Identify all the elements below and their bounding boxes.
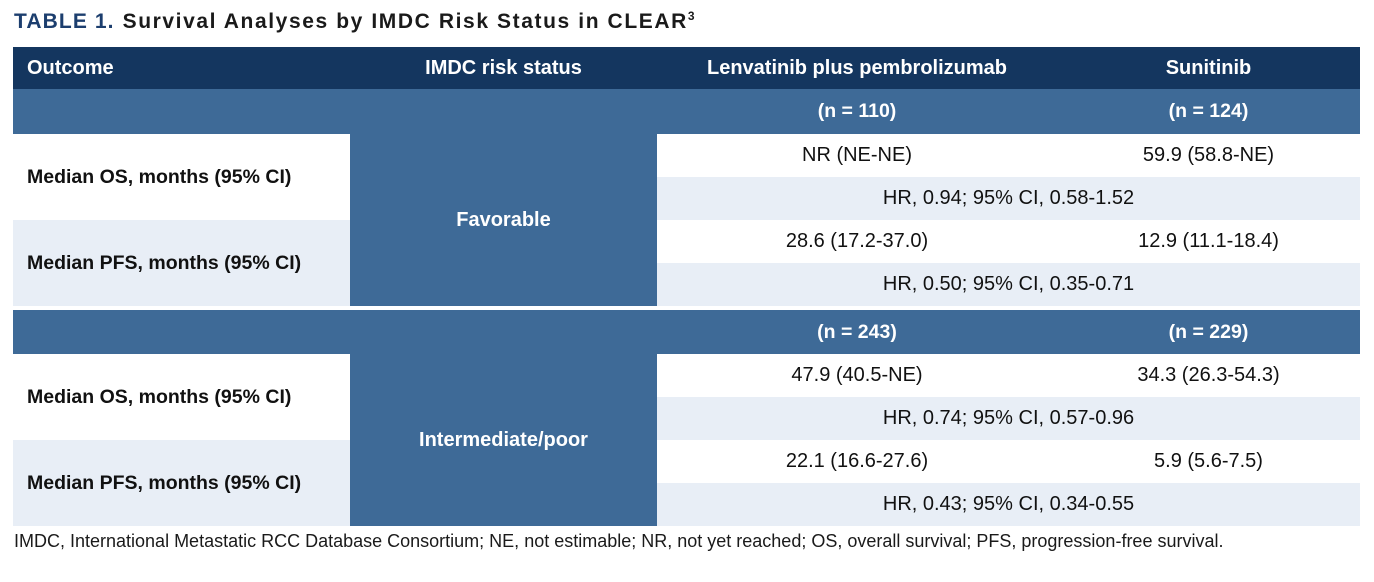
intermediate-sunitinib-n: (n = 229)	[1057, 310, 1360, 354]
value-os-favorable-sunitinib: 59.9 (58.8-NE)	[1057, 134, 1360, 177]
value-pfs-favorable-sunitinib: 12.9 (11.1-18.4)	[1057, 220, 1360, 263]
value-pfs-intermediate-lenvatinib: 22.1 (16.6-27.6)	[657, 440, 1057, 483]
column-header-sunitinib: Sunitinib	[1057, 47, 1360, 89]
value-pfs-intermediate-sunitinib: 5.9 (5.6-7.5)	[1057, 440, 1360, 483]
table-title-label: TABLE 1.	[14, 10, 115, 33]
section-separator	[13, 306, 1360, 310]
value-pfs-favorable-lenvatinib: 28.6 (17.2-37.0)	[657, 220, 1057, 263]
table-title-reference-superscript: 3	[687, 9, 695, 23]
hazard-ratio-os-favorable: HR, 0.94; 95% CI, 0.58-1.52	[657, 177, 1360, 220]
outcome-label-median-pfs-intermediate: Median PFS, months (95% CI)	[13, 440, 350, 526]
column-header-outcome: Outcome	[13, 47, 350, 89]
footnote-abbreviations: IMDC, International Metastatic RCC Datab…	[14, 531, 1224, 551]
intermediate-lenvatinib-n: (n = 243)	[657, 310, 1057, 354]
intermediate-band-filler	[13, 310, 657, 354]
value-os-favorable-lenvatinib: NR (NE-NE)	[657, 134, 1057, 177]
hazard-ratio-os-intermediate: HR, 0.74; 95% CI, 0.57-0.96	[657, 397, 1360, 440]
table-title-text: Survival Analyses by IMDC Risk Status in…	[122, 10, 688, 33]
survival-analyses-table: Outcome IMDC risk status Lenvatinib plus…	[13, 47, 1360, 526]
value-os-intermediate-sunitinib: 34.3 (26.3-54.3)	[1057, 354, 1360, 397]
favorable-lenvatinib-n: (n = 110)	[657, 89, 1057, 134]
table-title: TABLE 1. Survival Analyses by IMDC Risk S…	[14, 9, 695, 34]
column-header-lenvatinib-pembrolizumab: Lenvatinib plus pembrolizumab	[657, 47, 1057, 89]
hazard-ratio-pfs-intermediate: HR, 0.43; 95% CI, 0.34-0.55	[657, 483, 1360, 526]
risk-status-intermediate-poor: Intermediate/poor	[350, 354, 657, 526]
outcome-label-median-os-favorable: Median OS, months (95% CI)	[13, 134, 350, 220]
risk-status-favorable: Favorable	[350, 134, 657, 306]
favorable-sunitinib-n: (n = 124)	[1057, 89, 1360, 134]
value-os-intermediate-lenvatinib: 47.9 (40.5-NE)	[657, 354, 1057, 397]
hazard-ratio-pfs-favorable: HR, 0.50; 95% CI, 0.35-0.71	[657, 263, 1360, 306]
favorable-band-filler	[13, 89, 657, 134]
outcome-label-median-os-intermediate: Median OS, months (95% CI)	[13, 354, 350, 440]
outcome-label-median-pfs-favorable: Median PFS, months (95% CI)	[13, 220, 350, 306]
column-header-imdc-risk-status: IMDC risk status	[350, 47, 657, 89]
